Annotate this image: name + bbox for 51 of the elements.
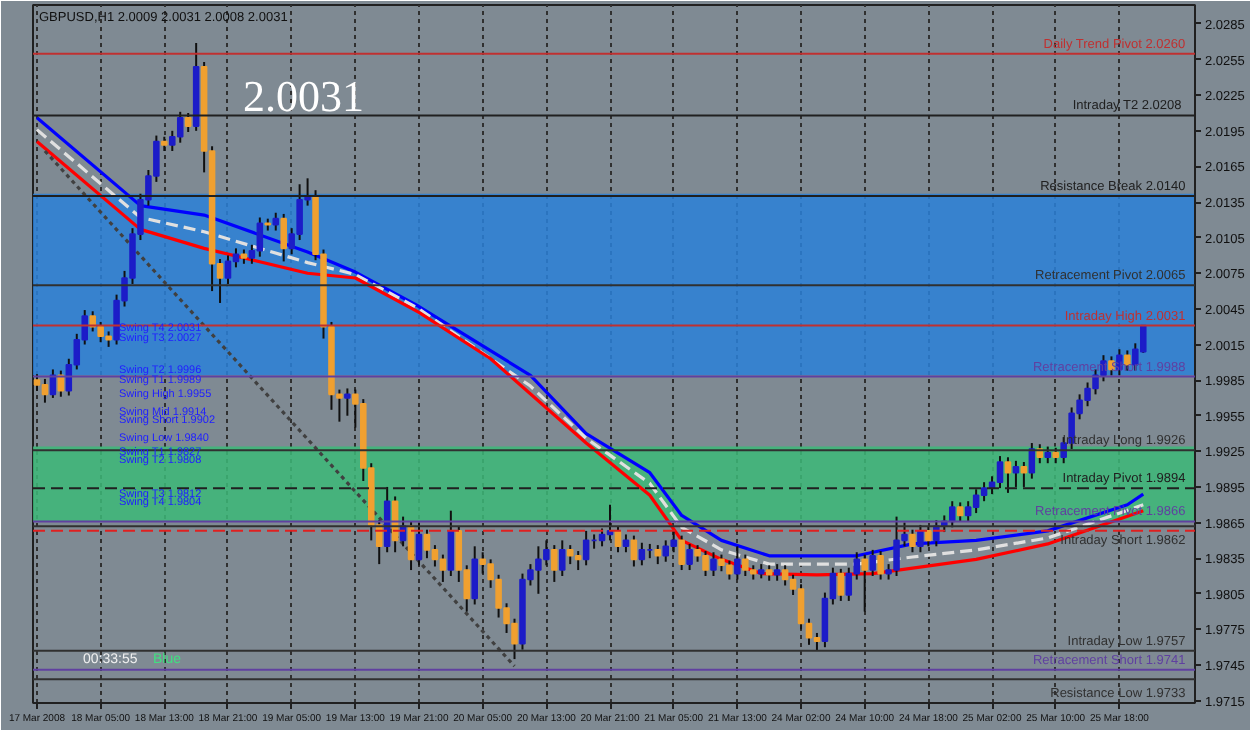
candlestick: [41, 377, 49, 404]
candlestick: [439, 553, 447, 583]
candlestick: [845, 566, 853, 602]
candlestick: [670, 529, 677, 554]
candlestick: [535, 545, 542, 595]
candlestick: [184, 112, 192, 134]
candlestick: [686, 542, 693, 572]
candlestick: [925, 525, 932, 548]
candlestick: [280, 212, 287, 263]
candlestick: [1012, 459, 1020, 488]
candlestick: [471, 545, 478, 606]
candlestick: [566, 544, 574, 566]
candlestick: [654, 544, 662, 566]
candlestick: [980, 481, 988, 503]
candlestick: [662, 539, 669, 563]
candlestick: [176, 110, 184, 144]
candlestick: [893, 515, 900, 577]
candlestick: [996, 455, 1004, 490]
candlestick: [837, 567, 845, 602]
candlestick: [1004, 456, 1012, 494]
candlestick: [710, 551, 717, 577]
candlestick: [726, 559, 733, 581]
candlestick: [877, 550, 884, 581]
candlestick: [909, 528, 916, 554]
candlestick: [423, 528, 431, 560]
candlestick: [224, 254, 232, 285]
candlestick: [917, 523, 924, 554]
candlestick: [551, 544, 558, 583]
candlestick: [678, 534, 685, 572]
candlestick: [861, 553, 868, 613]
candlestick: [630, 534, 638, 568]
candlestick: [559, 539, 566, 577]
candlestick: [948, 500, 956, 529]
candlestick: [797, 583, 805, 631]
candlestick: [638, 541, 646, 567]
candlestick: [702, 550, 709, 577]
candlestick: [344, 387, 351, 417]
candlestick: [1020, 461, 1028, 488]
candlestick: [734, 545, 741, 581]
annotation: 2.0031: [243, 71, 364, 121]
candlestick: [956, 501, 964, 523]
candlestick: [479, 551, 486, 575]
candlestick: [964, 500, 972, 523]
candlestick: [574, 550, 582, 572]
candlestick: [742, 553, 749, 577]
candlestick: [256, 216, 264, 258]
candlestick: [972, 488, 980, 515]
candlestick: [582, 529, 590, 567]
candlestick: [543, 539, 550, 567]
candlestick: [415, 521, 423, 567]
candlestick: [781, 564, 789, 587]
